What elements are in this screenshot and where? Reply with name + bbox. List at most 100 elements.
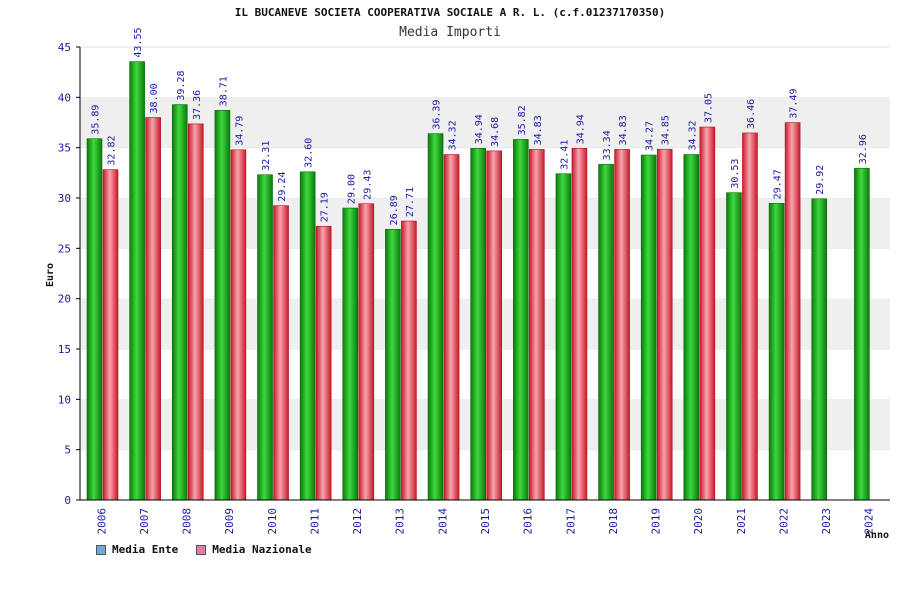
x-axis-title: Anno: [865, 530, 889, 541]
value-label-ente: 38.71: [218, 76, 229, 106]
bar-media-nazionale: [529, 149, 545, 501]
bar-media-ente: [86, 138, 103, 501]
bar-media-ente: [385, 229, 401, 501]
value-label-ente: 32.60: [304, 138, 315, 168]
bar-media-nazionale: [145, 117, 161, 501]
x-tick-label: 2024: [863, 508, 876, 535]
x-tick-label: 2020: [692, 508, 705, 535]
bar-media-ente: [342, 207, 359, 501]
x-tick-label: 2006: [95, 508, 108, 535]
y-tick-label: 15: [58, 343, 71, 356]
y-tick-label: 0: [64, 494, 71, 507]
value-label-ente: 30.53: [730, 159, 741, 189]
x-tick-label: 2010: [266, 508, 279, 535]
x-tick-label: 2013: [394, 508, 407, 535]
legend-swatch-nazionale: [196, 544, 207, 555]
bar-media-ente: [171, 104, 188, 501]
y-tick-label: 10: [58, 393, 71, 406]
bar-media-ente: [257, 174, 273, 501]
x-tick-label: 2017: [564, 508, 577, 535]
value-label-ente: 29.00: [346, 174, 357, 204]
bar-media-ente: [214, 110, 231, 501]
bar-media-nazionale: [230, 149, 247, 501]
value-label-nazionale: 29.43: [362, 170, 373, 200]
y-tick-label: 5: [64, 444, 71, 457]
legend-item-nazionale: Media Nazionale: [196, 543, 312, 556]
value-label-nazionale: 34.94: [575, 114, 586, 144]
value-label-ente: 35.89: [91, 105, 102, 135]
value-label-nazionale: 37.49: [789, 88, 800, 118]
x-tick-label: 2015: [479, 508, 492, 535]
chart-title: IL BUCANEVE SOCIETA COOPERATIVA SOCIALE …: [234, 6, 666, 19]
value-label-nazionale: 37.05: [703, 93, 714, 123]
value-label-nazionale: 34.68: [490, 117, 501, 147]
bar-media-nazionale: [784, 122, 801, 501]
x-tick-label: 2007: [138, 508, 151, 535]
bar-media-nazionale: [187, 123, 204, 501]
x-tick-label: 2018: [607, 508, 620, 535]
y-axis-title: Euro: [45, 263, 56, 287]
bar-media-ente: [427, 133, 444, 501]
grid-band: [80, 47, 890, 98]
value-label-ente: 34.94: [474, 114, 485, 144]
value-label-nazionale: 34.83: [533, 115, 544, 145]
bar-media-nazionale: [614, 149, 630, 501]
bar-media-ente: [726, 192, 742, 501]
value-label-ente: 29.92: [815, 165, 826, 195]
value-label-ente: 32.96: [858, 134, 869, 164]
value-label-nazionale: 29.24: [277, 172, 288, 202]
value-label-ente: 39.28: [176, 70, 187, 100]
value-label-nazionale: 34.32: [448, 120, 459, 150]
legend-item-ente: Media Ente: [96, 543, 178, 556]
x-tick-label: 2008: [181, 508, 194, 535]
x-tick-label: 2012: [351, 508, 364, 535]
y-tick-label: 20: [58, 293, 71, 306]
bar-media-nazionale: [486, 150, 502, 501]
x-tick-label: 2019: [650, 508, 663, 535]
value-label-ente: 36.39: [432, 100, 443, 130]
value-label-nazionale: 27.71: [405, 187, 416, 217]
legend-swatch-ente: [96, 544, 106, 555]
bar-media-ente: [683, 154, 700, 501]
value-label-ente: 33.34: [602, 130, 613, 160]
bar-media-ente: [470, 147, 486, 501]
bar-media-ente: [811, 198, 828, 501]
y-tick-label: 30: [58, 192, 71, 205]
bar-media-ente: [555, 173, 572, 501]
bar-media-ente: [299, 171, 316, 501]
bar-media-nazionale: [102, 169, 119, 501]
bar-media-ente: [854, 167, 870, 501]
y-tick-label: 35: [58, 142, 71, 155]
bar-media-nazionale: [742, 132, 758, 501]
x-tick-label: 2021: [735, 508, 748, 535]
bar-media-nazionale: [273, 205, 289, 501]
legend-label-ente: Media Ente: [112, 543, 179, 556]
value-label-nazionale: 34.79: [234, 116, 245, 146]
value-label-nazionale: 34.83: [618, 115, 629, 145]
value-label-nazionale: 27.19: [320, 192, 331, 222]
chart-subtitle: Media Importi: [399, 25, 501, 40]
bar-media-nazionale: [358, 203, 375, 501]
y-tick-label: 40: [58, 91, 71, 104]
legend: Media Ente Media Nazionale: [96, 543, 312, 556]
value-label-nazionale: 32.82: [107, 136, 118, 166]
x-tick-label: 2009: [223, 508, 236, 535]
value-label-ente: 32.31: [261, 141, 272, 171]
value-label-ente: 26.89: [389, 195, 400, 225]
bar-media-ente: [129, 61, 145, 501]
legend-label-nazionale: Media Nazionale: [212, 543, 312, 556]
bar-media-nazionale: [401, 220, 417, 501]
value-label-nazionale: 37.36: [192, 90, 203, 120]
value-label-ente: 34.32: [687, 120, 698, 150]
bar-media-nazionale: [656, 148, 673, 501]
bar-media-ente: [640, 154, 657, 501]
bar-media-nazionale: [315, 225, 332, 501]
x-tick-label: 2011: [308, 508, 321, 535]
bar-media-ente: [768, 203, 785, 501]
bar-media-ente: [513, 139, 529, 501]
value-label-ente: 43.55: [133, 27, 144, 57]
value-label-ente: 34.27: [645, 121, 656, 151]
x-tick-label: 2023: [820, 508, 833, 535]
bar-media-nazionale: [443, 154, 460, 501]
